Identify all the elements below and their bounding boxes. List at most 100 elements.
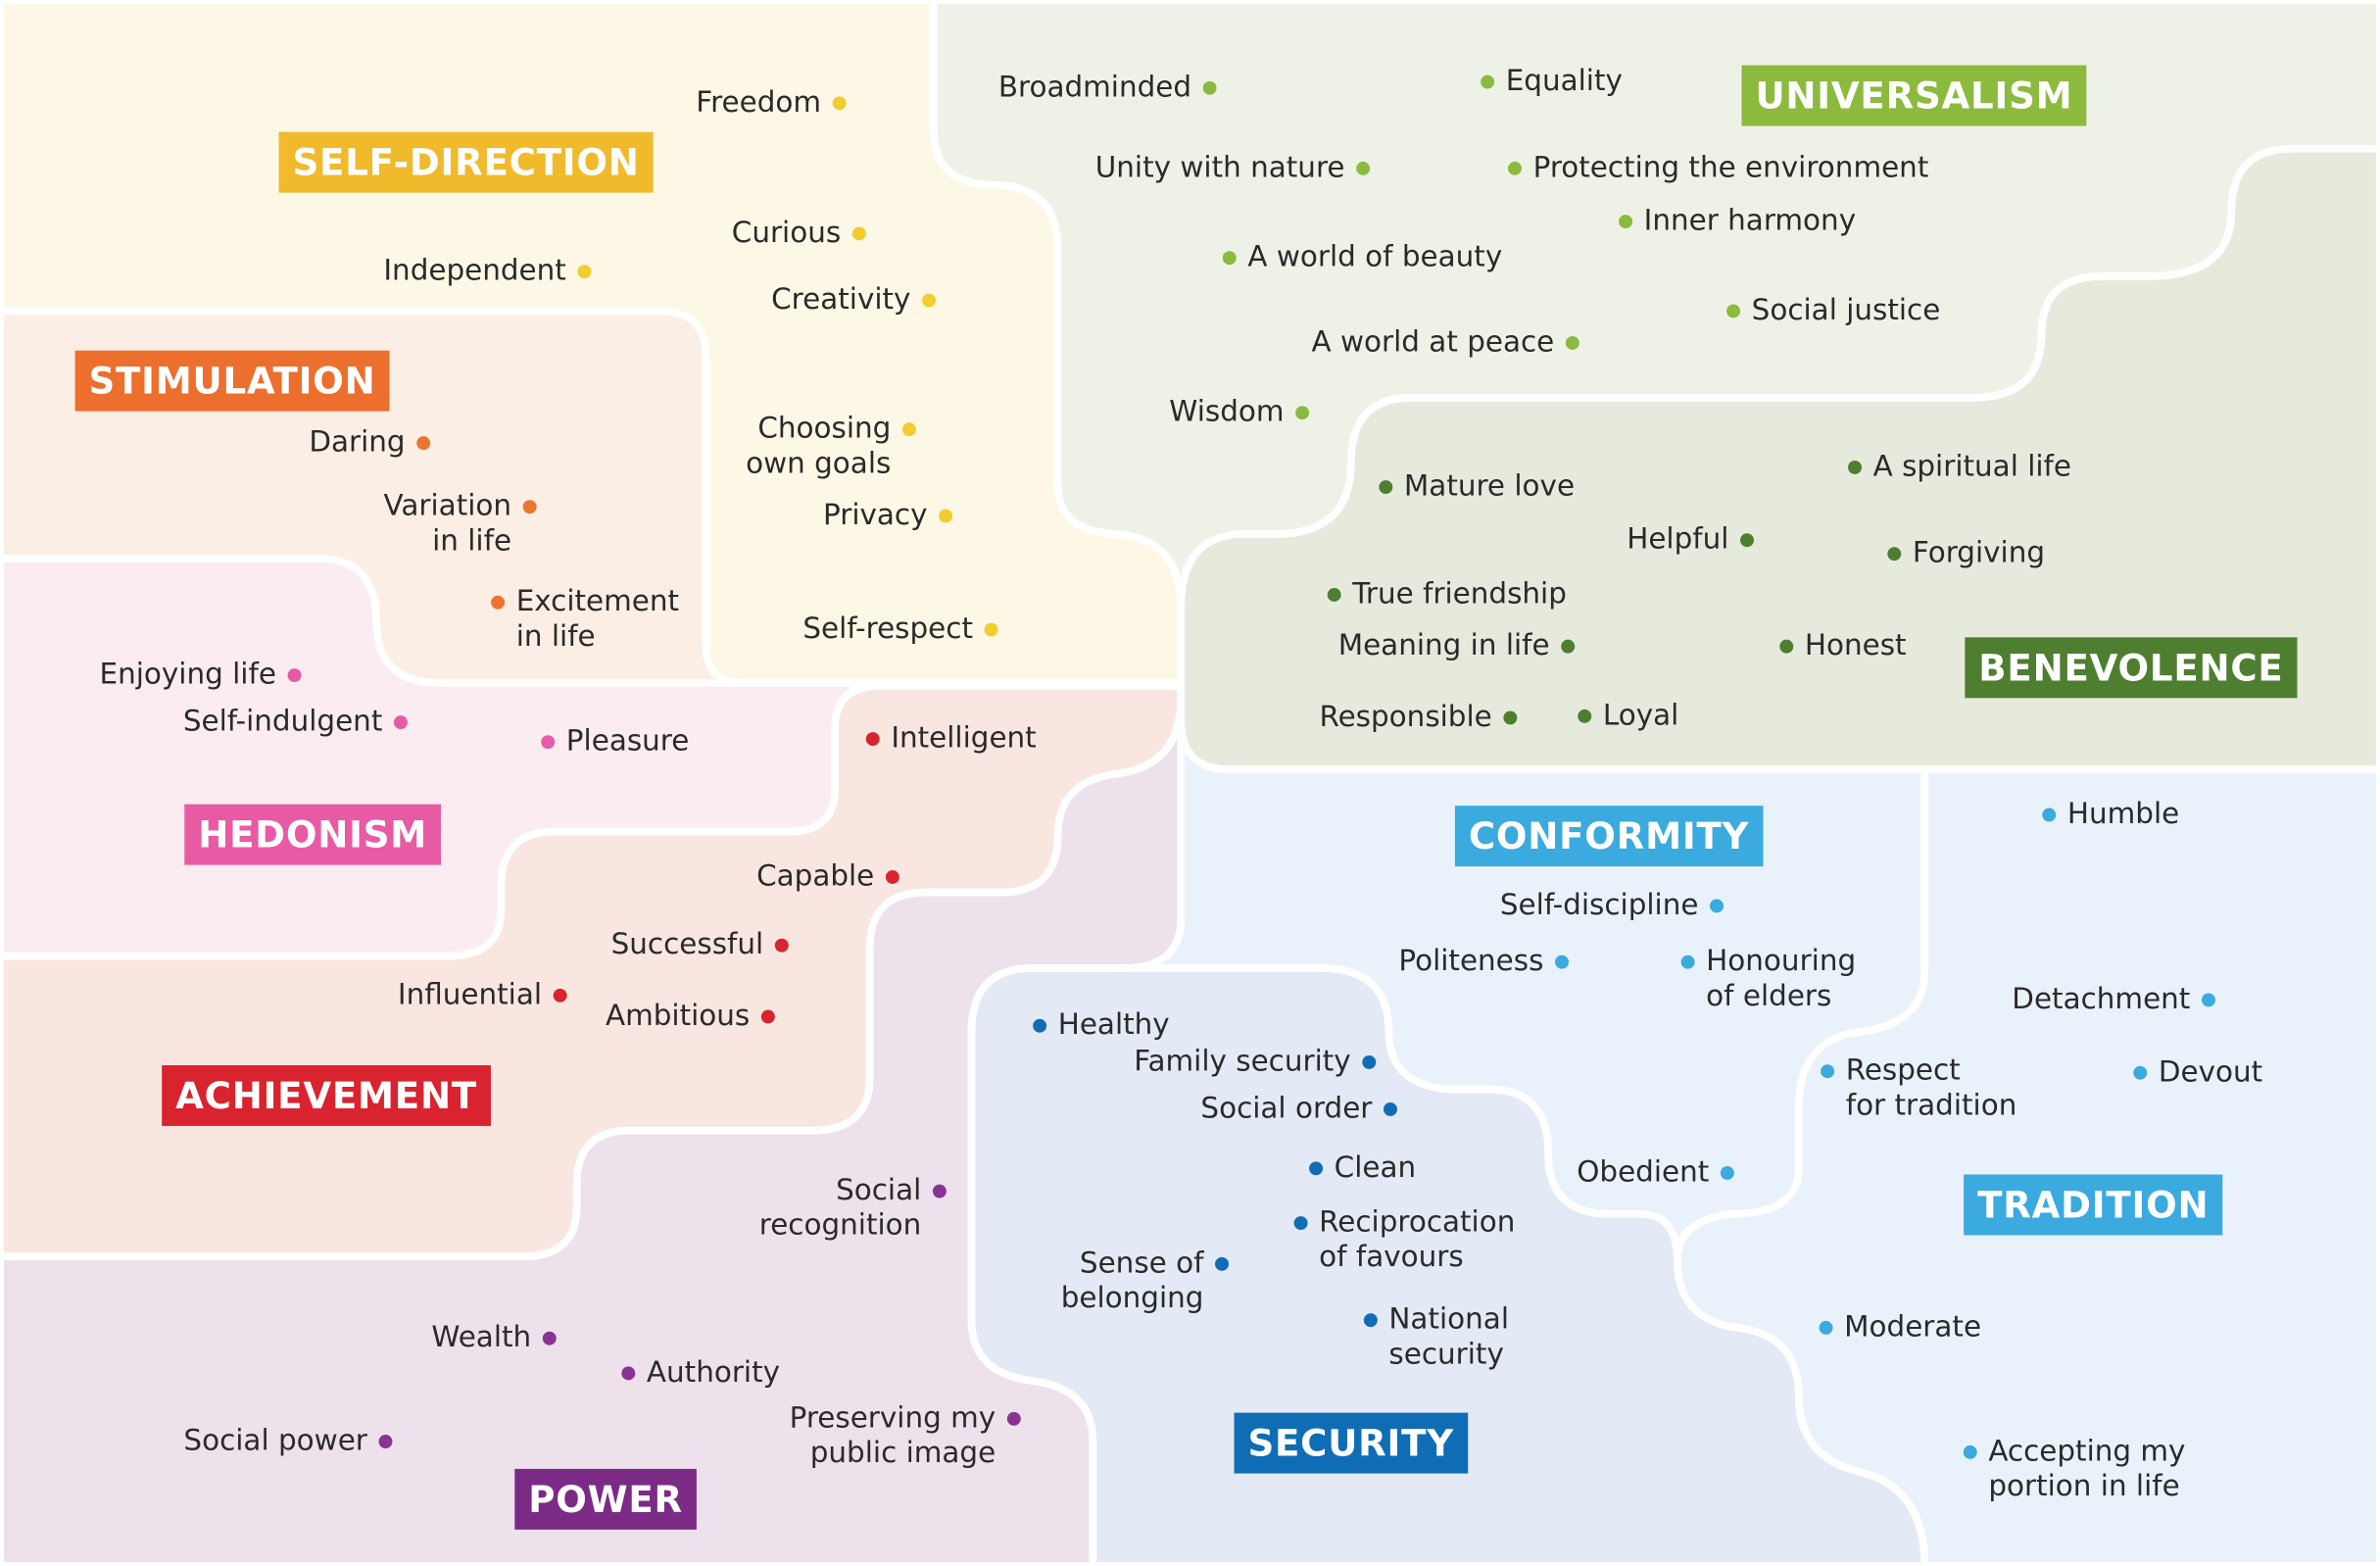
bullet — [1222, 251, 1237, 266]
bullet — [922, 293, 937, 308]
bullet — [577, 265, 592, 279]
region-label-box — [1741, 65, 2087, 126]
region-label-box — [1965, 637, 2298, 699]
bullet — [984, 622, 998, 637]
value-item: Pleasure — [566, 724, 690, 758]
value-item: belonging — [1061, 1281, 1204, 1314]
bullet — [1619, 215, 1633, 229]
value-item: Capable — [756, 859, 874, 893]
bullet — [1819, 1320, 1833, 1335]
bullet — [1555, 954, 1570, 969]
region-label: ACHIEVEMENT — [175, 1074, 477, 1117]
value-item: Clean — [1335, 1150, 1416, 1184]
value-item: Authority — [647, 1355, 780, 1389]
value-item: Ambitious — [606, 999, 750, 1032]
value-item: Inner harmony — [1644, 204, 1856, 237]
value-item: True friendship — [1351, 576, 1567, 610]
bullet — [541, 735, 556, 750]
bullet — [1033, 1018, 1047, 1033]
region-label-box — [278, 131, 654, 193]
bullet — [1887, 547, 1902, 562]
bullet — [1379, 480, 1393, 495]
bullet — [553, 988, 567, 1003]
value-item: Social power — [183, 1424, 367, 1457]
bullet — [832, 96, 847, 111]
bullet — [2201, 993, 2215, 1007]
bullet — [1821, 1064, 1835, 1079]
value-item: Helpful — [1627, 522, 1728, 556]
content: SELF-DIRECTION Freedom Curious Independent C… — [74, 64, 2298, 1530]
value-item: Wisdom — [1169, 395, 1284, 428]
value-item: Privacy — [823, 498, 927, 531]
value-item: Self-respect — [802, 612, 973, 645]
value-item: A world at peace — [1312, 324, 1555, 358]
bullet — [1006, 1411, 1021, 1426]
value-item: Respect — [1846, 1053, 1961, 1087]
value-item: Healthy — [1058, 1007, 1170, 1041]
bullet — [287, 668, 302, 683]
bullet — [1680, 954, 1695, 969]
bullet — [885, 870, 899, 884]
value-item: Humble — [2067, 797, 2179, 830]
value-item: Forgiving — [1913, 536, 2045, 569]
region-label-box — [1234, 1412, 1469, 1474]
value-item: Excitement — [516, 584, 679, 617]
region-label-box — [162, 1065, 491, 1126]
value-item: Family security — [1134, 1044, 1350, 1077]
value-item: Reciprocation — [1319, 1205, 1515, 1239]
region-label-box — [1454, 806, 1764, 867]
region-label: STIMULATION — [88, 360, 375, 403]
value-item: of favours — [1319, 1240, 1464, 1273]
value-item: security — [1388, 1337, 1503, 1370]
bullet — [491, 595, 506, 610]
value-item: Influential — [398, 977, 542, 1010]
bullet — [1779, 639, 1794, 654]
value-item: Daring — [309, 425, 405, 459]
value-item: Curious — [732, 216, 841, 249]
value-item: in life — [432, 523, 511, 557]
value-item: in life — [516, 619, 596, 653]
value-item: Honest — [1805, 628, 1907, 661]
bullet — [1327, 588, 1341, 602]
bullet — [1710, 899, 1724, 913]
bullet — [621, 1366, 636, 1381]
bullet — [522, 500, 537, 514]
bullet — [378, 1435, 393, 1448]
bullet — [760, 1009, 775, 1024]
bullet — [1503, 710, 1518, 725]
value-item: Intelligent — [891, 721, 1036, 755]
bullet — [1356, 161, 1371, 175]
bullet — [1202, 80, 1217, 95]
value-item: Choosing — [757, 412, 891, 445]
bullet — [865, 732, 880, 747]
region-label: SECURITY — [1247, 1422, 1454, 1465]
value-item: Responsible — [1319, 700, 1491, 733]
value-item: Creativity — [771, 282, 910, 316]
value-item: Variation — [384, 489, 511, 522]
value-item: Self-discipline — [1500, 888, 1699, 921]
region-label-box — [74, 350, 390, 412]
value-item: for tradition — [1846, 1088, 2017, 1121]
value-item: Politeness — [1398, 944, 1543, 977]
value-item: Enjoying life — [100, 658, 276, 691]
bullet — [1363, 1313, 1378, 1328]
value-item: Self-indulgent — [183, 705, 383, 738]
region-label-box — [184, 804, 441, 865]
value-item: Loyal — [1603, 698, 1678, 731]
bullet — [1309, 1161, 1324, 1176]
bullet — [1565, 335, 1579, 350]
region-label: BENEVOLENCE — [1978, 646, 2283, 689]
bullet — [1726, 304, 1741, 318]
value-item: Independent — [383, 254, 565, 287]
value-item: Obedient — [1577, 1154, 1709, 1188]
value-item: Wealth — [431, 1320, 531, 1353]
bullet — [542, 1331, 557, 1346]
bullet — [1481, 74, 1495, 89]
value-item: Honouring — [1706, 944, 1856, 977]
bullet — [851, 226, 866, 241]
divider — [1673, 769, 1929, 1260]
region-label: TRADITION — [1977, 1183, 2209, 1226]
region-label: UNIVERSALISM — [1755, 74, 2072, 118]
value-item: Protecting the environment — [1533, 150, 1929, 183]
